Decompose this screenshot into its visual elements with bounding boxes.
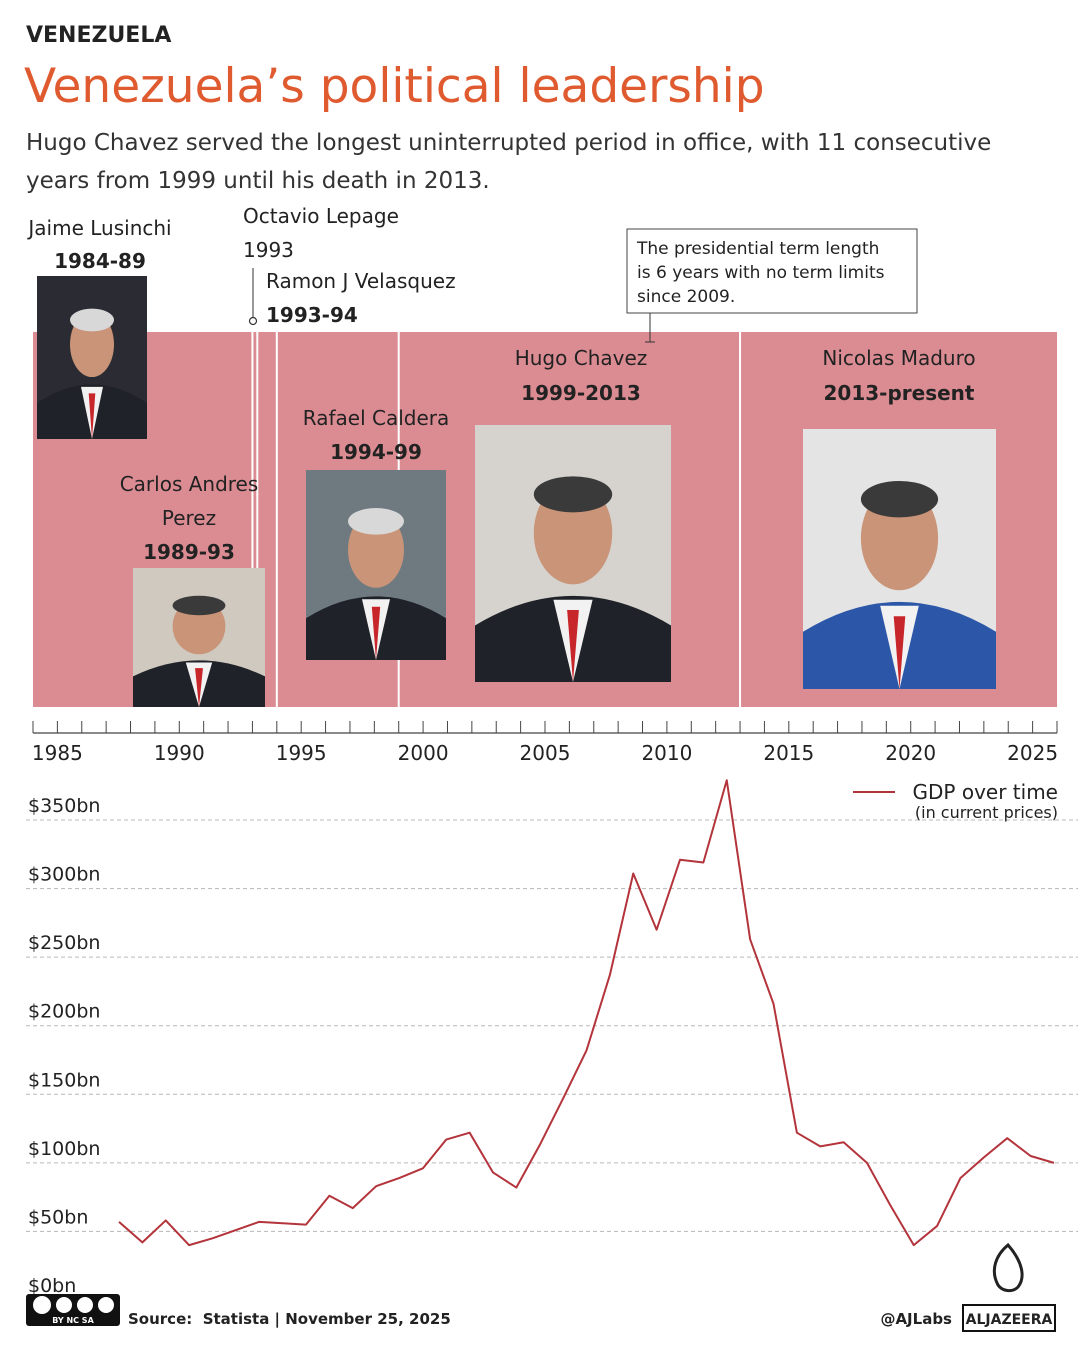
x-tick-label: 2010 — [641, 741, 692, 765]
leader-years: 1984-89 — [54, 249, 146, 273]
y-tick-label: $300bn — [28, 864, 100, 886]
leader-years: 1999-2013 — [521, 381, 641, 405]
x-tick-label: 2015 — [763, 741, 814, 765]
leader-name: Octavio Lepage — [243, 204, 399, 228]
portrait-tie — [88, 393, 96, 439]
leader-years: 2013-present — [824, 381, 975, 405]
x-tick-label: 1990 — [154, 741, 205, 765]
portrait-tie — [371, 606, 381, 660]
leader-years: 1994-99 — [330, 440, 422, 464]
handle: @AJLabs — [880, 1310, 952, 1328]
x-tick-label: 1985 — [32, 741, 83, 765]
portrait-hair — [172, 595, 226, 616]
subtitle-line: years from 1999 until his death in 2013. — [26, 168, 490, 194]
portrait-hair — [860, 481, 939, 518]
y-tick-label: $150bn — [28, 1069, 100, 1091]
y-tick-label: $100bn — [28, 1138, 100, 1160]
leader-name: Carlos Andres Perez — [120, 472, 259, 530]
x-tick-label: 2025 — [1007, 741, 1058, 765]
leader-years: 1989-93 — [143, 540, 235, 564]
cc-icon — [77, 1297, 93, 1313]
x-tick-label: 1995 — [276, 741, 327, 765]
cc-icon — [33, 1296, 51, 1314]
brand-logo — [992, 1242, 1024, 1293]
gdp-line — [118, 779, 1055, 1247]
pointer-dot — [248, 316, 258, 326]
portrait-tie — [567, 610, 579, 682]
annotation-line: The presidential term length — [636, 239, 879, 259]
leader-name: Ramon J Velasquez — [266, 269, 456, 293]
cc-icon — [98, 1297, 114, 1313]
y-tick-label: $350bn — [28, 795, 100, 817]
cc-icon — [56, 1297, 72, 1313]
license: BY NC SA — [52, 1316, 94, 1325]
legend-note: (in current prices) — [915, 803, 1058, 822]
leader-name: Hugo Chavez — [515, 346, 648, 370]
subtitle-line: Hugo Chavez served the longest uninterru… — [26, 130, 991, 156]
source: Source: Statista | November 25, 2025 — [128, 1310, 451, 1329]
leader-years: 1993-94 — [266, 303, 358, 327]
brand-box — [962, 1304, 1056, 1332]
portrait-hair — [70, 308, 114, 332]
portrait-tie — [893, 616, 906, 689]
annotation-box — [626, 228, 918, 314]
y-tick-label: $200bn — [28, 1001, 100, 1023]
portrait-hair — [533, 476, 613, 513]
y-tick-label: $0bn — [28, 1275, 76, 1297]
leader-name: Nicolas Maduro — [822, 346, 975, 370]
legend-label: GDP over time — [913, 780, 1058, 804]
portrait-tie — [195, 668, 203, 707]
leader-name: Rafael Caldera — [303, 406, 449, 430]
x-tick-label: 2000 — [398, 741, 449, 765]
annotation-line: is 6 years with no term limits — [637, 263, 885, 283]
y-tick-label: $250bn — [28, 932, 100, 954]
portrait-hair — [348, 508, 404, 535]
annotation-line: since 2009. — [637, 287, 735, 307]
y-tick-label: $50bn — [28, 1206, 88, 1228]
leader-years: 1993 — [243, 238, 294, 262]
title: Venezuela’s political leadership — [24, 59, 765, 114]
leader-name: Jaime Lusinchi — [26, 216, 171, 240]
brand: ALJAZEERA — [966, 1312, 1053, 1328]
x-tick-label: 2005 — [520, 741, 571, 765]
kicker: VENEZUELA — [26, 23, 171, 48]
x-tick-label: 2020 — [885, 741, 936, 765]
